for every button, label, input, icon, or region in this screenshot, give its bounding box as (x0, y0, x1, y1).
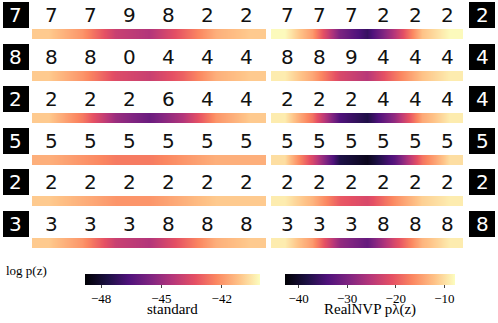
svg-text:5: 5 (162, 129, 175, 153)
svg-text:0: 0 (123, 45, 136, 69)
svg-text:7: 7 (281, 3, 294, 27)
svg-text:8: 8 (84, 45, 97, 69)
svg-text:4: 4 (162, 45, 175, 69)
svg-text:−30: −30 (337, 291, 357, 306)
svg-text:8: 8 (377, 212, 390, 236)
svg-text:2: 2 (123, 87, 136, 111)
svg-text:4: 4 (201, 45, 214, 69)
svg-text:7: 7 (345, 3, 358, 27)
svg-text:3: 3 (45, 212, 58, 236)
svg-text:2: 2 (240, 3, 253, 27)
svg-text:4: 4 (240, 45, 253, 69)
svg-text:4: 4 (409, 87, 422, 111)
svg-text:2: 2 (409, 3, 422, 27)
svg-text:8: 8 (240, 212, 253, 236)
svg-text:8: 8 (162, 3, 175, 27)
svg-text:2: 2 (123, 170, 136, 194)
svg-text:4: 4 (441, 45, 454, 69)
svg-text:2: 2 (441, 3, 454, 27)
svg-text:8: 8 (9, 45, 22, 69)
svg-text:2: 2 (45, 170, 58, 194)
svg-text:standard: standard (147, 301, 198, 317)
svg-text:2: 2 (240, 170, 253, 194)
svg-text:7: 7 (45, 3, 58, 27)
svg-text:2: 2 (9, 170, 22, 194)
svg-text:8: 8 (162, 212, 175, 236)
svg-text:4: 4 (476, 45, 489, 69)
svg-text:2: 2 (9, 87, 22, 111)
svg-text:4: 4 (441, 87, 454, 111)
svg-text:2: 2 (201, 170, 214, 194)
svg-text:5: 5 (476, 129, 489, 153)
svg-text:2: 2 (313, 87, 326, 111)
svg-text:8: 8 (281, 45, 294, 69)
svg-text:4: 4 (377, 87, 390, 111)
svg-text:5: 5 (123, 129, 136, 153)
svg-text:2: 2 (409, 170, 422, 194)
svg-text:RealNVP pλ(z): RealNVP pλ(z) (324, 301, 416, 318)
svg-text:−45: −45 (151, 291, 171, 306)
svg-text:2: 2 (313, 170, 326, 194)
svg-text:3: 3 (313, 212, 326, 236)
svg-text:2: 2 (345, 87, 358, 111)
svg-text:−40: −40 (288, 291, 308, 306)
svg-text:3: 3 (345, 212, 358, 236)
svg-text:2: 2 (476, 170, 489, 194)
svg-text:5: 5 (84, 129, 97, 153)
svg-text:log p(z): log p(z) (6, 263, 47, 278)
svg-text:2: 2 (201, 3, 214, 27)
svg-text:2: 2 (281, 170, 294, 194)
svg-text:9: 9 (345, 45, 358, 69)
svg-text:8: 8 (45, 45, 58, 69)
svg-text:3: 3 (84, 212, 97, 236)
svg-text:5: 5 (313, 129, 326, 153)
svg-text:4: 4 (409, 45, 422, 69)
svg-text:5: 5 (9, 129, 22, 153)
svg-text:5: 5 (377, 129, 390, 153)
svg-text:8: 8 (313, 45, 326, 69)
svg-text:5: 5 (345, 129, 358, 153)
svg-text:2: 2 (441, 170, 454, 194)
svg-text:5: 5 (281, 129, 294, 153)
svg-text:4: 4 (476, 87, 489, 111)
svg-text:8: 8 (441, 212, 454, 236)
svg-text:−48: −48 (91, 291, 111, 306)
svg-text:−42: −42 (212, 291, 232, 306)
svg-text:5: 5 (45, 129, 58, 153)
svg-text:2: 2 (84, 170, 97, 194)
svg-text:7: 7 (313, 3, 326, 27)
svg-text:8: 8 (201, 212, 214, 236)
svg-text:7: 7 (9, 3, 22, 27)
svg-text:5: 5 (409, 129, 422, 153)
svg-text:8: 8 (476, 212, 489, 236)
svg-text:3: 3 (123, 212, 136, 236)
svg-text:−10: −10 (434, 291, 454, 306)
svg-text:8: 8 (409, 212, 422, 236)
svg-text:6: 6 (162, 87, 175, 111)
svg-text:5: 5 (441, 129, 454, 153)
svg-text:2: 2 (377, 170, 390, 194)
svg-text:7: 7 (84, 3, 97, 27)
svg-text:2: 2 (281, 87, 294, 111)
svg-text:4: 4 (201, 87, 214, 111)
svg-text:−20: −20 (386, 291, 406, 306)
svg-text:2: 2 (345, 170, 358, 194)
svg-text:2: 2 (476, 3, 489, 27)
svg-text:4: 4 (240, 87, 253, 111)
svg-text:2: 2 (84, 87, 97, 111)
svg-text:5: 5 (201, 129, 214, 153)
svg-text:2: 2 (162, 170, 175, 194)
svg-text:5: 5 (240, 129, 253, 153)
svg-text:9: 9 (123, 3, 136, 27)
svg-text:4: 4 (377, 45, 390, 69)
svg-text:3: 3 (281, 212, 294, 236)
svg-text:2: 2 (45, 87, 58, 111)
svg-text:2: 2 (377, 3, 390, 27)
svg-text:3: 3 (9, 212, 22, 236)
